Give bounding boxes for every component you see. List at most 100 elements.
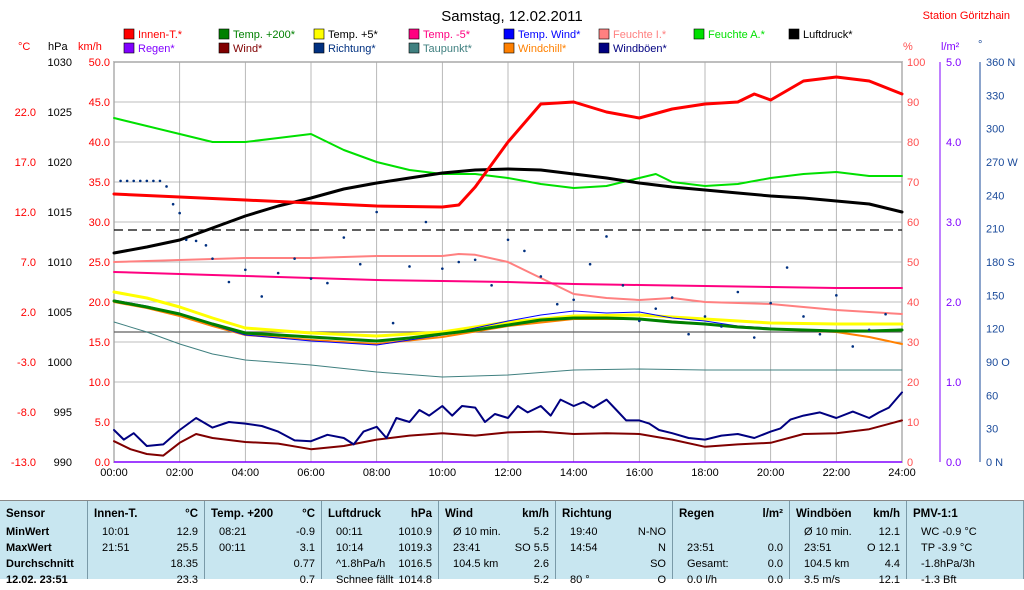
direction-point [851,345,855,348]
legend-swatch [693,28,705,40]
axis-unit-speed: km/h [78,41,102,53]
x-tick-label: 00:00 [100,467,128,479]
direction-point [588,262,592,266]
stats-row: 18.35 [170,558,198,570]
stats-row: WC -0.9 °C [921,526,977,538]
direction-point [473,258,477,262]
direction-point [506,238,510,242]
stats-row: 00:11 1010.9 [336,526,432,538]
direction-point [572,298,575,302]
stats-header: Innen-T. °C [94,508,198,520]
direction-point [211,257,214,260]
legend-label: Regen* [138,43,175,55]
tick-label-temp: 17.0 [15,157,36,169]
stats-column-windboeen: Windböen km/h Ø 10 min. 12.1 23:51 O 12.1 104.… [790,501,907,586]
tick-label-direction: 60 [986,390,998,402]
stats-row: 5.2 [533,574,549,586]
stats-row: 10:01 12.9 [102,526,198,538]
direction-point [171,202,175,206]
axis-unit-direction: ° [978,39,982,51]
station-name: Station Göritzhain [923,10,1010,22]
stats-column-temp200: Temp. +200 °C 08:21 -0.9 00:11 3.1 0.77 0.7 [205,501,322,586]
stats-header: Temp. +200 °C [211,508,315,520]
legend-swatch [313,42,325,54]
tick-label-pressure: 1005 [48,307,72,319]
tick-label-speed: 40.0 [89,137,110,149]
x-tick-label: 22:00 [823,467,851,479]
stats-row: 104.5 km 2.6 [453,558,549,570]
series-innen-t [112,75,904,209]
legend-swatch [123,28,135,40]
legend-swatch [218,42,230,54]
stats-row: 19:40 N-NO [570,526,666,538]
tick-label-direction: 300 [986,124,1004,136]
tick-label-humidity: 90 [907,97,919,109]
tick-label-rain: 2.0 [946,297,961,309]
legend-swatch [503,42,515,54]
direction-point [555,302,559,306]
legend-swatch [123,42,135,54]
stats-header: Windböen km/h [796,508,900,520]
stats-header: Wind km/h [445,508,549,520]
tick-label-direction: 240 [986,190,1004,202]
legend-label: Windchill* [518,43,567,55]
direction-point [736,290,740,294]
direction-point [621,284,625,287]
legend-swatch [788,28,800,40]
direction-point [342,236,346,239]
stats-row: ^1.8hPa/h 1016.5 [336,558,432,570]
tick-label-rain: 0.0 [946,457,961,469]
tick-label-temp: -13.0 [11,457,36,469]
tick-label-speed: 50.0 [89,57,110,69]
direction-point [835,294,838,297]
tick-label-direction: 120 [986,324,1004,336]
legend-label: Wind* [233,43,263,55]
series-richtung [119,179,887,348]
tick-label-humidity: 30 [907,337,919,349]
stats-header: Sensor [6,508,45,520]
direction-point [490,284,493,287]
direction-point [138,179,142,183]
x-tick-label: 20:00 [757,467,785,479]
stats-row: 23:51 O 12.1 [804,542,900,554]
stats-row: 23:51 0.0 [687,542,783,554]
direction-point [867,328,871,332]
tick-label-direction: 270 W [986,157,1018,169]
x-tick-label: 04:00 [232,467,260,479]
tick-label-speed: 10.0 [89,377,110,389]
tick-label-temp: 22.0 [15,107,36,119]
direction-point [391,321,395,325]
direction-point [119,179,122,183]
stats-header: Regen l/m² [679,508,783,520]
direction-point [244,268,247,272]
direction-point [654,307,658,310]
x-tick-label: 18:00 [691,467,719,479]
tick-label-direction: 330 [986,90,1004,102]
tick-label-speed: 5.0 [95,417,110,429]
tick-label-direction: 30 [986,424,998,436]
direction-point [165,185,168,188]
tick-label-temp: 7.0 [21,257,36,269]
series-feuchte-a [113,117,903,189]
tick-label-pressure: 1015 [48,207,72,219]
direction-point [441,267,444,270]
stats-row: 12.02. 23:51 [6,574,68,586]
tick-label-humidity: 20 [907,377,919,389]
legend-label: Temp. -5* [423,29,471,41]
stats-row: 08:21 -0.9 [219,526,315,538]
tick-label-humidity: 80 [907,137,919,149]
direction-point [178,211,181,215]
tick-label-humidity: 40 [907,297,919,309]
legend-label: Temp. +5* [328,29,379,41]
direction-point [884,312,887,316]
tick-label-temp: -8.0 [17,407,36,419]
tick-label-humidity: 0 [907,457,913,469]
x-tick-label: 10:00 [429,467,457,479]
tick-label-humidity: 60 [907,217,919,229]
legend-swatch [408,28,420,40]
axis-unit-rain: l/m² [941,41,960,53]
tick-label-humidity: 10 [907,417,919,429]
tick-label-pressure: 1020 [48,157,72,169]
stats-row: 10:14 1019.3 [336,542,432,554]
axis-unit-humidity: % [903,41,913,53]
